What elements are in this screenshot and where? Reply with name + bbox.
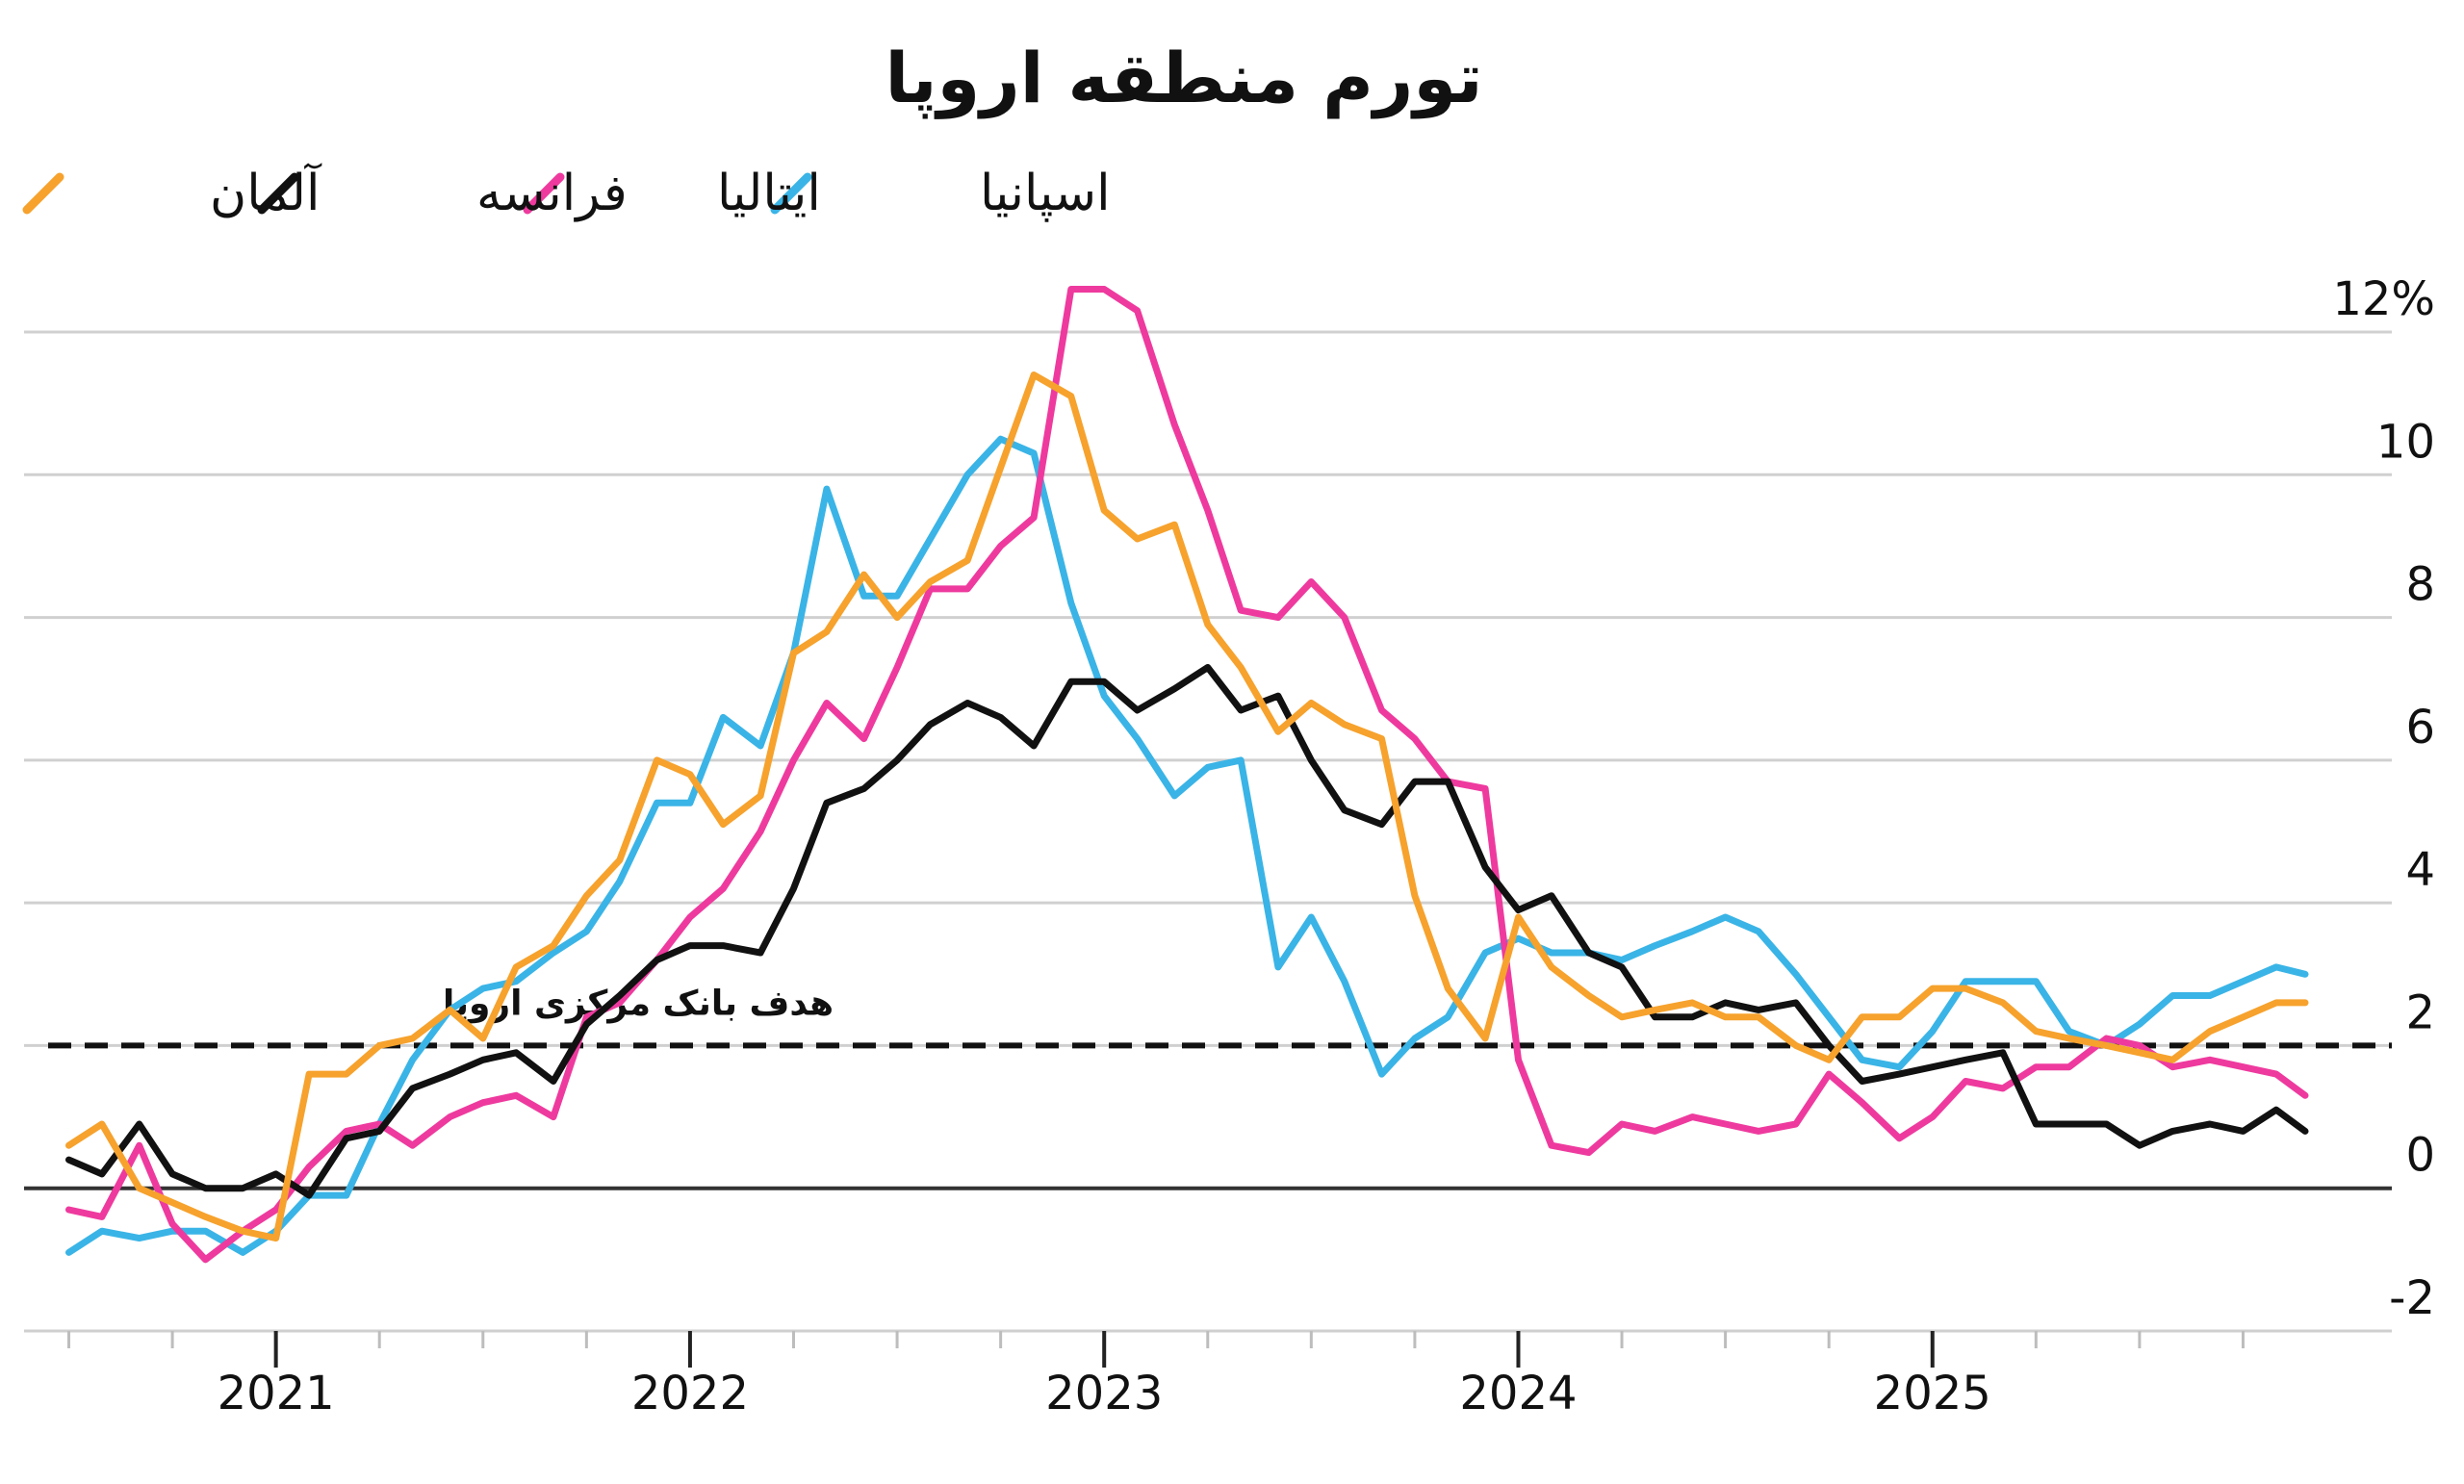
legend-label: اسپانیا: [980, 165, 1111, 222]
legend-swatch: [257, 172, 299, 215]
x-tick-label: 2025: [1874, 1367, 1991, 1420]
series-line-3: [65, 371, 2309, 1242]
y-tick-label: 10: [2376, 415, 2435, 469]
legend-label: ایتالیا: [717, 165, 821, 222]
legend-swatch: [770, 172, 812, 215]
x-tick-label: 2023: [1045, 1367, 1163, 1420]
x-tick-label: 2022: [631, 1367, 749, 1420]
x-axis: 2021 2022 2023 2024 2025: [24, 1329, 2392, 1420]
series-lines: [65, 286, 2309, 1264]
y-tick-label: 4: [2405, 843, 2435, 897]
chart-title: تورم منطقه اروپا: [885, 38, 1482, 119]
x-tick-label: 2024: [1459, 1367, 1577, 1420]
legend: اسپانیا ایتالیا فرانسه آلمان: [22, 162, 1111, 222]
series-line-2: [65, 664, 2309, 1199]
series-line-1: [65, 286, 2309, 1264]
y-tick-label: 2: [2405, 985, 2435, 1039]
legend-swatch: [22, 172, 64, 215]
x-tick-label: 2021: [218, 1367, 335, 1420]
legend-label: آلمان: [210, 162, 322, 222]
y-tick-label: 0: [2405, 1129, 2435, 1183]
y-axis-ticks: 12% 10 8 6 4 2 0 -2: [2332, 272, 2435, 1325]
y-tick-label: 12%: [2332, 272, 2435, 326]
y-tick-label: -2: [2389, 1271, 2435, 1325]
grid-lines: [24, 330, 2392, 1190]
y-tick-label: 8: [2405, 558, 2435, 612]
y-tick-label: 6: [2405, 701, 2435, 755]
legend-swatch: [523, 172, 565, 215]
legend-label: فرانسه: [476, 165, 628, 222]
